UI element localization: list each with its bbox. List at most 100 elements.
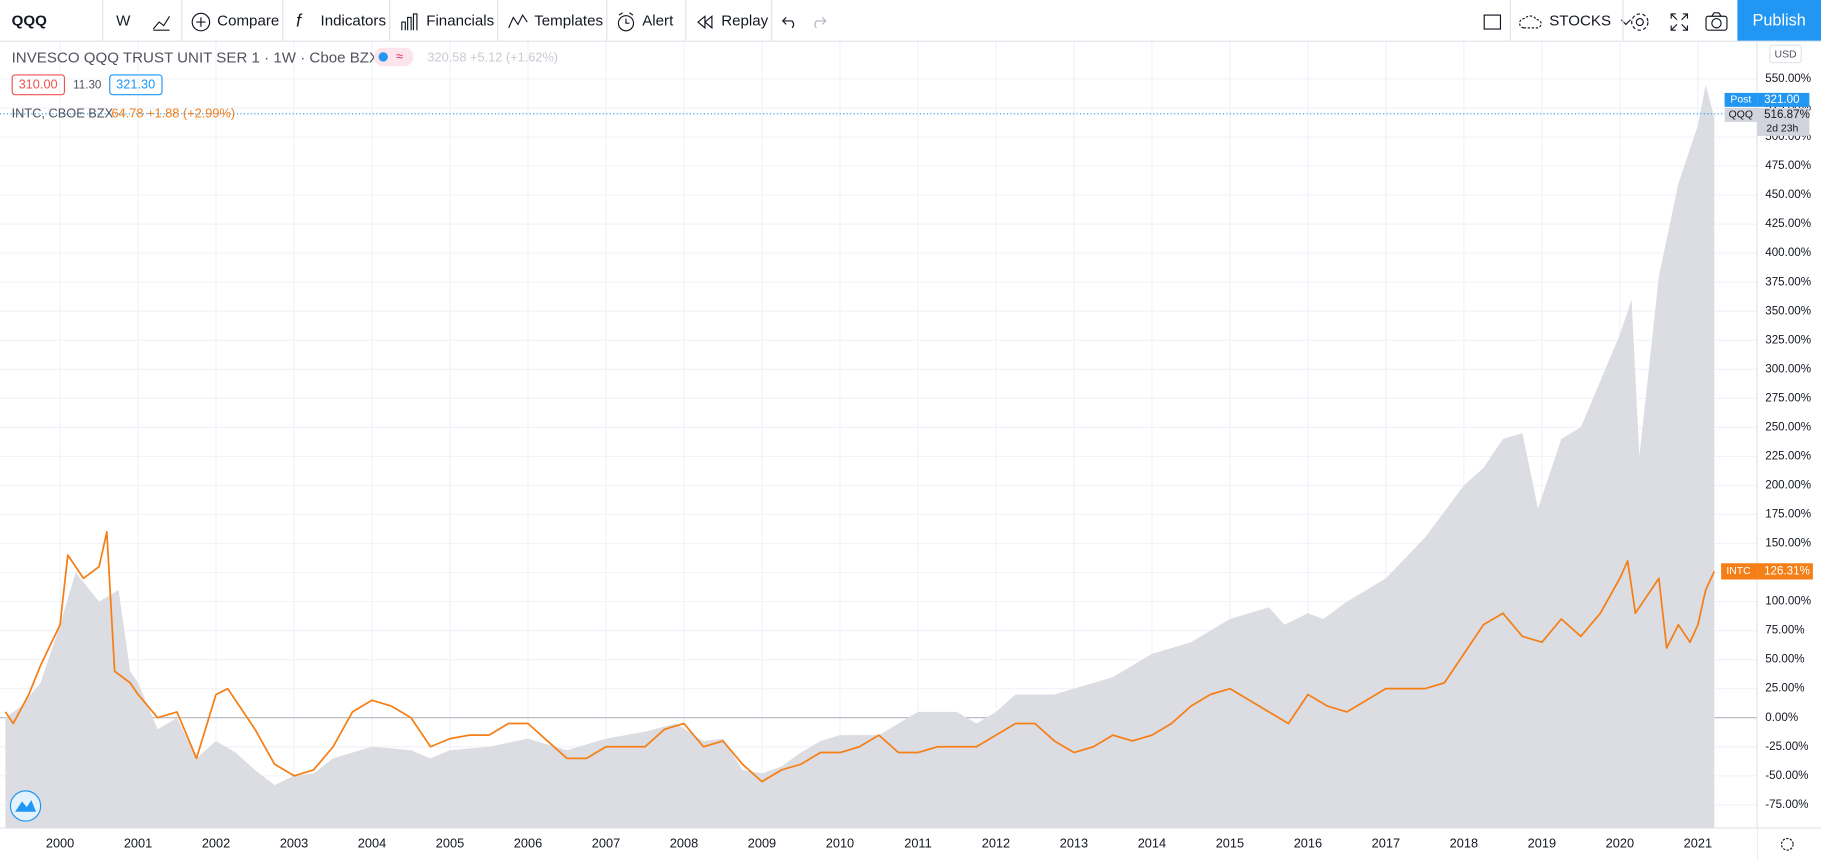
post-price-bg xyxy=(1757,92,1810,107)
countdown: 2d 23h xyxy=(1766,124,1798,135)
compare-button[interactable]: Compare xyxy=(190,0,279,41)
qqq-name: QQQ xyxy=(1729,110,1753,121)
time-axis xyxy=(0,828,1758,861)
currency-box xyxy=(1769,44,1802,64)
y-tick-label: 350.00% xyxy=(1765,304,1811,317)
y-tick-label: 100.00% xyxy=(1765,595,1811,608)
y-tick-label: -25.00% xyxy=(1765,740,1808,753)
alert-label: Alert xyxy=(642,11,674,30)
x-tick-label: 2012 xyxy=(982,836,1010,851)
x-tick-label: 2003 xyxy=(280,836,308,851)
x-tick-label: 2005 xyxy=(436,836,464,851)
y-tick-label: 75.00% xyxy=(1765,624,1804,637)
redo-button[interactable] xyxy=(809,0,833,41)
svg-text:f: f xyxy=(296,11,303,30)
price-axis xyxy=(1757,41,1821,829)
y-tick-label: 50.00% xyxy=(1765,653,1804,666)
y-tick-label: 225.00% xyxy=(1765,449,1811,462)
publish-button[interactable]: Publish xyxy=(1737,0,1821,41)
main-series-quote: 320.58 +5.12 (+1.62%) xyxy=(427,51,559,66)
x-tick-label: 2000 xyxy=(46,836,74,851)
x-tick-label: 2001 xyxy=(124,836,152,851)
post-label-bg xyxy=(1724,92,1758,107)
bid-price[interactable]: 310.00 xyxy=(11,74,65,96)
alert-button[interactable]: Alert xyxy=(616,0,674,41)
y-tick-label: 175.00% xyxy=(1765,508,1811,521)
y-tick-label: 550.00% xyxy=(1765,72,1811,85)
x-tick-label: 2021 xyxy=(1684,836,1712,851)
y-tick-label: 275.00% xyxy=(1765,391,1811,404)
qqq-last-value: 516.87% xyxy=(1764,108,1810,121)
x-tick-label: 2017 xyxy=(1372,836,1400,851)
x-tick-label: 2019 xyxy=(1528,836,1556,851)
series-icons: ≈ xyxy=(373,47,414,70)
y-tick-label: 425.00% xyxy=(1765,217,1811,230)
compare-series-title: INTC, CBOE BZX xyxy=(11,106,114,121)
x-tick-label: 2010 xyxy=(826,836,854,851)
y-tick-label: 300.00% xyxy=(1765,362,1811,375)
intc-label-bg xyxy=(1721,563,1758,580)
x-tick-label: 2014 xyxy=(1138,836,1166,851)
x-tick-label: 2006 xyxy=(514,836,542,851)
qqq-value-bg xyxy=(1757,108,1810,136)
templates-button[interactable]: Templates xyxy=(508,0,604,41)
intc-name: INTC xyxy=(1726,566,1751,577)
main-series-title: INVESCO QQQ TRUST UNIT SER 1 · 1W · Cboe… xyxy=(11,48,380,67)
y-tick-label: 200.00% xyxy=(1765,479,1811,492)
indicators-button[interactable]: f Indicators xyxy=(294,0,386,41)
fullscreen-button[interactable] xyxy=(1669,0,1696,41)
y-tick-label: -75.00% xyxy=(1765,798,1808,811)
x-tick-label: 2018 xyxy=(1450,836,1478,851)
logo-mark xyxy=(15,800,37,812)
y-tick-label: 375.00% xyxy=(1765,275,1811,288)
x-tick-label: 2013 xyxy=(1060,836,1088,851)
undo-button[interactable] xyxy=(780,0,804,41)
symbol-search[interactable]: QQQ xyxy=(11,11,47,30)
axis-settings[interactable] xyxy=(1780,837,1794,851)
x-tick-label: 2011 xyxy=(904,836,931,851)
financials-button[interactable]: Financials xyxy=(400,0,495,41)
post-label: Post xyxy=(1730,95,1751,106)
qqq-label-bg xyxy=(1724,108,1758,122)
indicators-label: Indicators xyxy=(320,11,387,30)
layout-name: STOCKS xyxy=(1549,11,1612,30)
chart-type[interactable] xyxy=(151,0,178,41)
x-tick-label: 2009 xyxy=(748,836,776,851)
x-tick-label: 2002 xyxy=(202,836,230,851)
currency-label: USD xyxy=(1775,49,1797,60)
snapshot-button[interactable] xyxy=(1705,0,1734,41)
compare-series-quote: 64.78 +1.88 (+2.99%) xyxy=(111,106,236,121)
templates-label: Templates xyxy=(534,11,604,30)
post-price: 321.00 xyxy=(1764,93,1800,106)
x-tick-label: 2004 xyxy=(358,836,386,851)
area-series xyxy=(5,84,1715,829)
svg-text:≈: ≈ xyxy=(396,48,403,63)
y-tick-label: 400.00% xyxy=(1765,246,1811,259)
y-tick-label: 450.00% xyxy=(1765,188,1811,201)
x-tick-label: 2015 xyxy=(1216,836,1244,851)
y-tick-label: -50.00% xyxy=(1765,769,1808,782)
replay-label: Replay xyxy=(721,11,769,30)
layout-toggle[interactable] xyxy=(1482,0,1509,41)
x-tick-label: 2016 xyxy=(1294,836,1322,851)
settings-button[interactable] xyxy=(1628,0,1657,41)
toolbar: QQQ W Compare f Indicators Financials Tem… xyxy=(0,0,1821,42)
y-tick-label: 0.00% xyxy=(1765,711,1798,724)
y-tick-label: 150.00% xyxy=(1765,537,1811,550)
x-tick-label: 2008 xyxy=(670,836,698,851)
line-series xyxy=(4,531,1716,783)
compare-label: Compare xyxy=(217,11,280,30)
y-tick-label: 250.00% xyxy=(1765,420,1811,433)
spread: 11.30 xyxy=(73,78,102,92)
interval[interactable]: W xyxy=(116,11,131,30)
y-tick-label: 325.00% xyxy=(1765,333,1811,346)
replay-button[interactable]: Replay xyxy=(694,0,768,41)
y-tick-label: 475.00% xyxy=(1765,159,1811,172)
y-tick-label: 25.00% xyxy=(1765,682,1804,695)
x-tick-label: 2020 xyxy=(1606,836,1634,851)
ask-price[interactable]: 321.30 xyxy=(109,74,163,96)
x-tick-label: 2007 xyxy=(592,836,620,851)
financials-label: Financials xyxy=(426,11,495,30)
